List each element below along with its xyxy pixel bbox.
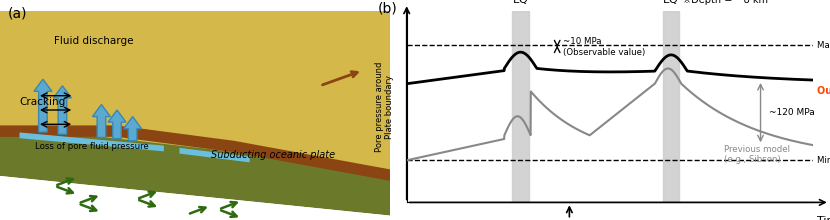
Text: Minimum (~80 MPa): Minimum (~80 MPa) bbox=[818, 156, 830, 165]
Text: ※Depth = ~8 km: ※Depth = ~8 km bbox=[683, 0, 769, 5]
Bar bbox=[512, 11, 529, 202]
Text: EQ: EQ bbox=[513, 0, 529, 5]
Polygon shape bbox=[20, 132, 164, 151]
Text: ~120 MPa: ~120 MPa bbox=[769, 108, 814, 117]
FancyArrow shape bbox=[34, 79, 52, 132]
Text: (a): (a) bbox=[7, 7, 27, 21]
Text: EQ: EQ bbox=[663, 0, 679, 5]
Polygon shape bbox=[0, 125, 390, 181]
Text: Fluid discharge: Fluid discharge bbox=[54, 36, 134, 46]
FancyArrow shape bbox=[92, 104, 110, 138]
Bar bbox=[663, 11, 679, 202]
Text: Cracking: Cracking bbox=[20, 97, 66, 107]
FancyArrow shape bbox=[108, 110, 126, 139]
Polygon shape bbox=[0, 11, 390, 169]
Text: Maximum (~210 MPa): Maximum (~210 MPa) bbox=[818, 41, 830, 50]
Polygon shape bbox=[0, 125, 390, 216]
FancyArrow shape bbox=[53, 86, 71, 134]
FancyArrow shape bbox=[124, 117, 142, 141]
Text: Time: Time bbox=[818, 216, 830, 220]
Text: Our study: Our study bbox=[818, 86, 830, 96]
Text: Loss of pore fluid pressure: Loss of pore fluid pressure bbox=[35, 142, 149, 151]
Text: Subducting oceanic plate: Subducting oceanic plate bbox=[211, 150, 335, 160]
Text: Previous model
(e.g., Sibson): Previous model (e.g., Sibson) bbox=[724, 145, 790, 164]
Text: ~10 MPa
(Observable value): ~10 MPa (Observable value) bbox=[564, 37, 646, 57]
Polygon shape bbox=[179, 148, 250, 162]
Text: Pore pressure around
Plate boundary: Pore pressure around Plate boundary bbox=[374, 62, 394, 152]
Polygon shape bbox=[0, 176, 390, 220]
Text: (b): (b) bbox=[378, 1, 398, 15]
